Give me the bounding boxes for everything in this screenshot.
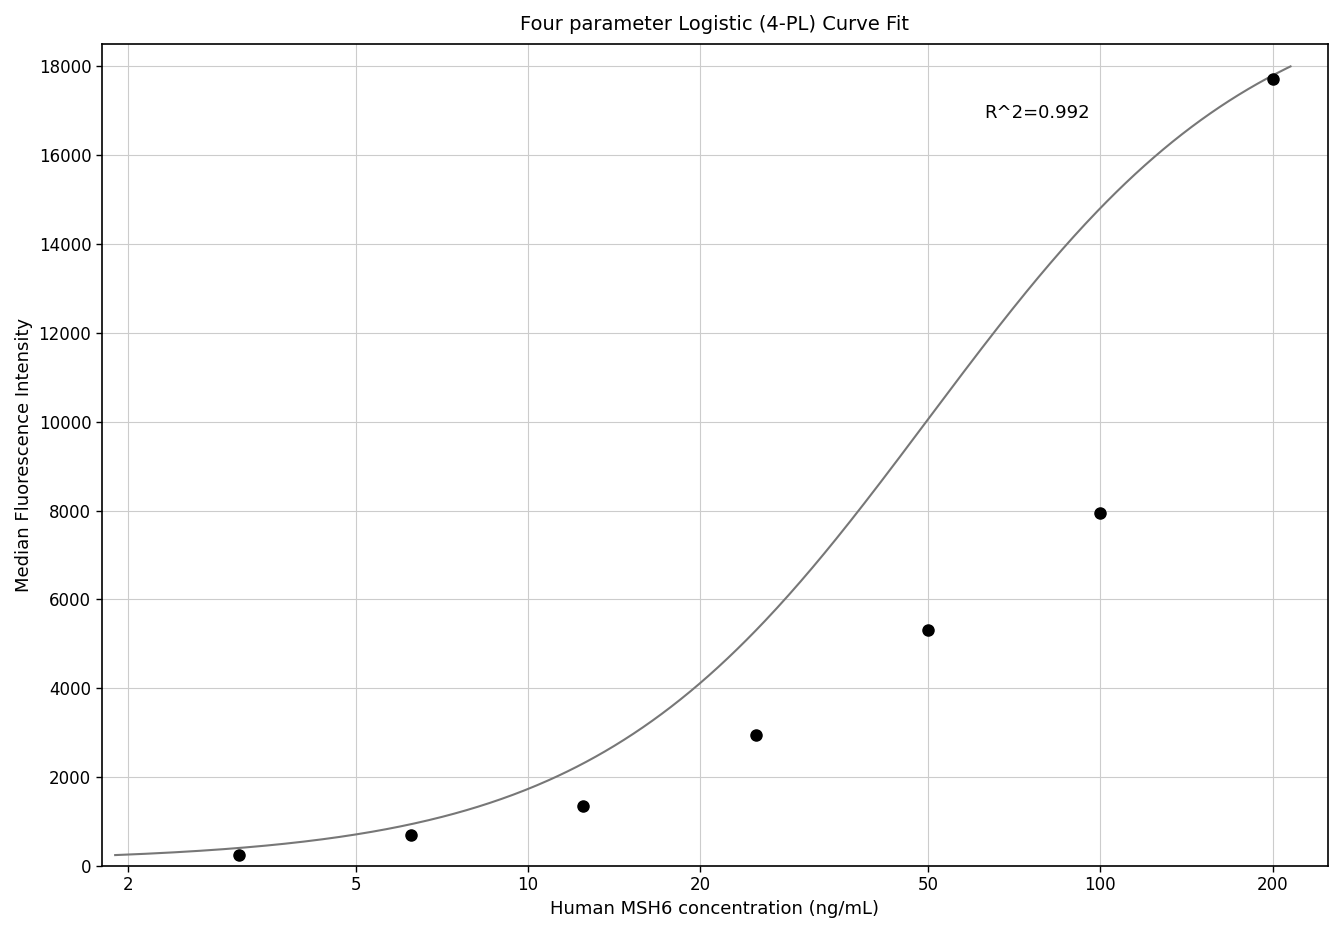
Point [1262, 72, 1284, 87]
Text: R^2=0.992: R^2=0.992 [984, 104, 1091, 122]
Y-axis label: Median Fluorescence Intensity: Median Fluorescence Intensity [15, 318, 34, 592]
Point [572, 799, 594, 814]
Point [228, 847, 250, 862]
Point [1089, 506, 1111, 521]
Point [917, 623, 939, 638]
Title: Four parameter Logistic (4-PL) Curve Fit: Four parameter Logistic (4-PL) Curve Fit [520, 15, 909, 34]
X-axis label: Human MSH6 concentration (ng/mL): Human MSH6 concentration (ng/mL) [551, 900, 880, 918]
Point [745, 728, 767, 743]
Point [400, 828, 422, 842]
